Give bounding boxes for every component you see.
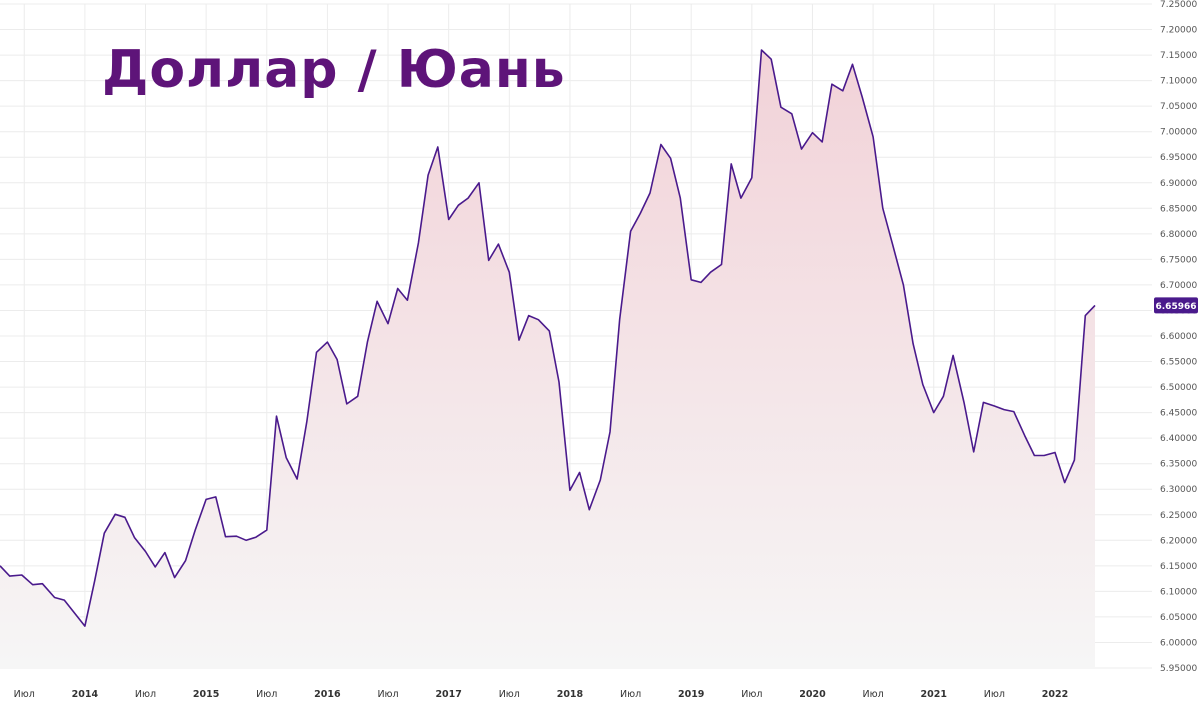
x-tick-label: 2022	[1042, 689, 1068, 700]
x-tick-label: 2021	[920, 689, 946, 700]
y-tick-label: 7.25000	[1160, 0, 1197, 10]
x-tick-label: Июл	[863, 689, 884, 700]
y-tick-label: 6.45000	[1160, 409, 1197, 419]
x-tick-label: 2018	[557, 689, 584, 700]
y-tick-label: 6.60000	[1160, 332, 1197, 342]
y-tick-label: 6.15000	[1160, 562, 1197, 572]
x-tick-label: Июл	[984, 689, 1005, 700]
y-tick-label: 6.75000	[1160, 255, 1197, 265]
last-value-badge: 6.65966	[1154, 297, 1198, 314]
area-fill	[0, 50, 1095, 668]
x-tick-label: Июл	[135, 689, 156, 700]
y-tick-label: 6.05000	[1160, 613, 1197, 623]
x-tick-label: 2015	[193, 689, 219, 700]
y-tick-label: 6.70000	[1160, 281, 1197, 291]
y-tick-label: 6.20000	[1160, 536, 1197, 546]
y-tick-label: 6.80000	[1160, 230, 1197, 240]
last-value-badge-bg	[1154, 297, 1198, 314]
y-tick-label: 7.05000	[1160, 102, 1197, 112]
x-tick-label: 2019	[678, 689, 704, 700]
x-tick-label: Июл	[14, 689, 35, 700]
y-tick-label: 7.15000	[1160, 51, 1197, 61]
y-tick-label: 6.95000	[1160, 153, 1197, 163]
x-tick-label: Июл	[741, 689, 762, 700]
y-tick-label: 5.95000	[1160, 664, 1197, 674]
y-tick-label: 6.50000	[1160, 383, 1197, 393]
y-tick-label: 6.85000	[1160, 204, 1197, 214]
y-tick-label: 7.10000	[1160, 77, 1197, 87]
x-axis: Июл 2014 Июл 2015 Июл 2016 Июл 2017 Июл 2018 Июл 20…	[14, 689, 1069, 700]
x-tick-label: Июл	[499, 689, 520, 700]
y-tick-label: 6.25000	[1160, 511, 1197, 521]
y-tick-label: 6.40000	[1160, 434, 1197, 444]
y-tick-label: 6.35000	[1160, 460, 1197, 470]
last-value-label: 6.65966	[1156, 302, 1197, 312]
y-tick-label: 7.20000	[1160, 26, 1197, 36]
x-tick-label: Июл	[377, 689, 398, 700]
y-tick-label: 6.30000	[1160, 485, 1197, 495]
x-tick-label: 2017	[435, 689, 461, 700]
x-tick-label: Июл	[620, 689, 641, 700]
x-tick-label: 2014	[72, 689, 99, 700]
chart-title: Доллар / Юань	[102, 40, 566, 100]
y-axis: 5.95000 6.00000 6.05000 6.10000 6.15000 6.200…	[1160, 0, 1197, 674]
y-tick-label: 7.00000	[1160, 128, 1197, 138]
series-line	[0, 49, 1096, 627]
y-tick-label: 6.00000	[1160, 638, 1197, 648]
y-tick-label: 6.90000	[1160, 179, 1197, 189]
y-tick-label: 6.10000	[1160, 587, 1197, 597]
x-tick-label: 2016	[314, 689, 341, 700]
y-tick-label: 6.55000	[1160, 358, 1197, 368]
x-tick-label: 2020	[799, 689, 826, 700]
x-tick-label: Июл	[256, 689, 277, 700]
